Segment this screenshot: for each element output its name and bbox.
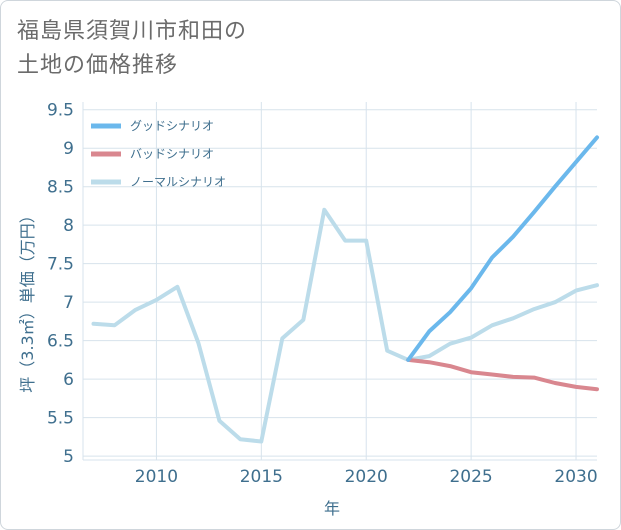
x-tick-label: 2025: [449, 467, 492, 487]
series-line-1: [406, 357, 599, 392]
y-tick-label: 9: [63, 139, 74, 159]
legend-label-0: グッドシナリオ: [130, 119, 214, 133]
chart-title-line-1: 福島県須賀川市和田の: [17, 19, 248, 44]
series-line-0: [406, 135, 599, 362]
y-tick-label: 8: [63, 216, 74, 236]
y-tick-label: 9.5: [47, 101, 74, 121]
x-tick-label: 2010: [135, 467, 178, 487]
y-tick-label: 6: [63, 370, 74, 390]
y-axis-title: 坪（3.3㎡）単価（万円）: [18, 207, 37, 392]
axis-ticks: 5 5.5 6 6.5 7 7.5 8 8.5 9 9.5 2010 2015 2020 2025 2030: [47, 101, 598, 487]
legend-label-1: バッドシナリオ: [130, 147, 214, 161]
grid-lines: [82, 102, 597, 461]
y-tick-label: 7: [63, 293, 74, 313]
x-axis-title: 年: [324, 499, 340, 518]
y-tick-label: 7.5: [47, 255, 74, 275]
plot-area: [83, 102, 597, 460]
chart-title-line-2: 土地の価格推移: [17, 53, 179, 78]
x-tick-label: 2020: [345, 467, 388, 487]
y-tick-label: 6.5: [47, 332, 74, 352]
x-tick-label: 2030: [554, 467, 597, 487]
y-tick-label: 5: [63, 447, 74, 467]
legend-label-2: ノーマルシナリオ: [130, 175, 226, 189]
y-tick-label: 8.5: [47, 178, 74, 198]
y-tick-label: 5.5: [47, 409, 74, 429]
series-line-2: [91, 207, 599, 444]
x-tick-label: 2015: [240, 467, 283, 487]
series-lines: [91, 135, 599, 444]
chart-title: 福島県須賀川市和田の 土地の価格推移: [17, 15, 247, 83]
